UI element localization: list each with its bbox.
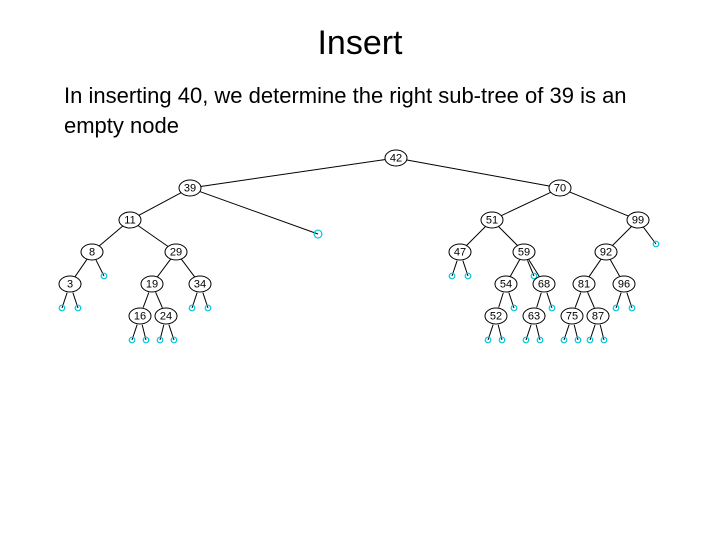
tree-node-label: 3 [67,279,73,291]
tree-node-label: 54 [500,279,512,291]
tree-node-label: 29 [170,247,182,259]
empty-leaf [129,338,135,344]
tree-edge [612,227,631,246]
tree-node-label: 99 [632,215,644,227]
empty-leaf [561,338,567,344]
empty-leaf [523,338,529,344]
tree-node-label: 75 [566,311,578,323]
tree-node-label: 19 [146,279,158,291]
empty-leaf [537,338,543,344]
empty-leaf [629,306,635,312]
empty-leaf [613,306,619,312]
tree-node-label: 59 [518,247,530,259]
tree-node-label: 96 [618,279,630,291]
tree-node-label: 68 [538,279,550,291]
empty-leaf [449,274,455,280]
tree-edge [575,293,581,308]
tree-node-label: 39 [184,183,196,195]
tree-node-label: 81 [578,279,590,291]
tree-edge [75,260,87,277]
tree-node-label: 70 [554,183,566,195]
empty-leaf [101,274,107,280]
tree-edge [588,293,595,309]
tree-edge [589,260,601,277]
tree-node-label: 52 [490,311,502,323]
empty-leaf [511,306,517,312]
page-title: Insert [0,24,720,63]
empty-leaf [575,338,581,344]
tree-edge [499,293,504,308]
empty-leaf [485,338,491,344]
tree-edge [138,193,182,217]
empty-leaf [157,338,163,344]
tree-node-label: 47 [454,247,466,259]
empty-leaf [653,242,659,248]
empty-leaf [189,306,195,312]
tree-node-label: 87 [592,311,604,323]
tree-edge [199,160,387,187]
empty-leaf [314,230,322,238]
tree-edge [500,192,552,216]
empty-leaf [171,338,177,344]
tree-node-label: 63 [528,311,540,323]
tree-edge [156,293,163,309]
empty-leaf [59,306,65,312]
tree-edge [405,160,551,187]
empty-leaf [549,306,555,312]
tree-edge [610,260,619,276]
tree-node-label: 11 [124,215,135,227]
tree-edge [466,227,485,246]
tree-node-label: 51 [486,215,498,227]
tree-node-label: 24 [160,311,172,323]
tree-edge [568,192,629,217]
empty-leaf [499,338,505,344]
tree-edge [157,260,170,278]
empty-leaf [587,338,593,344]
tree-edge [143,293,149,308]
tree-edge [537,293,542,308]
empty-leaf [465,274,471,280]
tree-edge [510,260,519,276]
tree-node-label: 92 [600,247,612,259]
tree-edge [198,191,318,234]
tree-node-label: 8 [89,247,95,259]
tree-edge [99,226,123,246]
tree-node-label: 42 [390,153,402,165]
tree-node-label: 34 [194,279,206,291]
tree-edge [498,227,517,246]
empty-leaf [601,338,607,344]
empty-leaf [143,338,149,344]
tree-edge [137,226,168,248]
tree-edge [181,260,194,278]
tree-diagram: 42 39 70 11 51 99 8 29 47 59 92 3 19 34 54 68 81 96 16 24 52… [0,140,720,375]
body-text: In inserting 40, we determine the right … [64,81,666,140]
empty-leaf [205,306,211,312]
empty-leaf [75,306,81,312]
tree-node-label: 16 [134,311,146,323]
